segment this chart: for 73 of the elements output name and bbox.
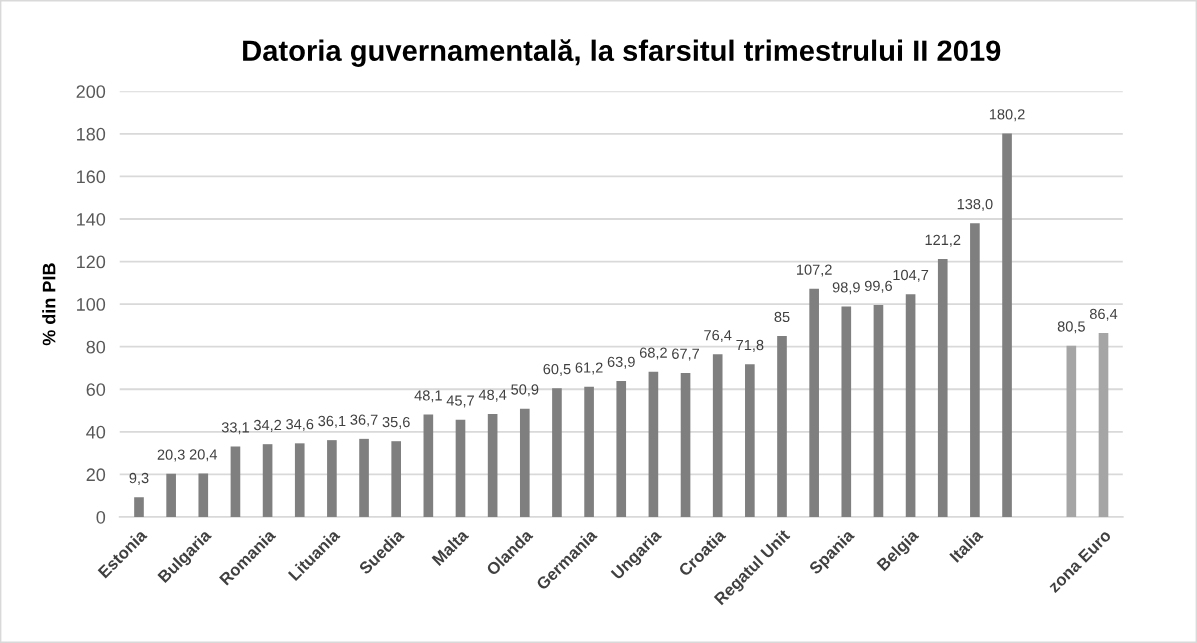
data-label: 107,2 [797,264,832,277]
data-label: 48,1 [414,390,442,403]
bar [327,440,337,517]
data-label: 121,2 [925,234,961,247]
data-label: 50,9 [511,384,539,397]
bar [455,419,466,517]
data-label: 61,2 [575,362,603,375]
y-tick-label: 20 [86,468,106,482]
bar [745,364,755,517]
data-label: 104,7 [893,269,929,282]
chart-title: Datoria guvernamentală, la sfarsitul trimestrului II 2019 [243,39,1001,67]
y-tick-label: 60 [86,383,106,396]
bar [134,497,144,517]
bar [1002,133,1012,517]
y-tick-label: 100 [77,298,106,311]
y-tick-label: 140 [77,212,106,226]
data-label: 34,2 [253,419,282,432]
y-tick-label: 200 [76,85,106,99]
y-tick-label: 40 [86,425,106,439]
data-label: 180,2 [989,109,1025,122]
bar [584,386,594,517]
bar [262,444,273,517]
data-label: 86,4 [1089,308,1118,321]
data-label: 45,7 [446,395,474,408]
bar [166,473,176,517]
data-label: 20,3 [157,449,185,462]
data-label: 80,5 [1057,321,1085,334]
y-axis-title: % din PIB [42,263,56,346]
bar [359,438,369,517]
y-tick-label: 180 [77,127,106,141]
y-tick-label: 120 [77,255,106,269]
bar [937,259,948,517]
bar [809,288,819,517]
bar [519,408,530,517]
bar [648,371,659,517]
data-label: 48,4 [478,389,507,402]
data-label: 9,3 [129,472,149,485]
data-label: 36,7 [350,414,378,427]
bar [230,446,241,517]
data-label: 85 [774,311,790,323]
bar [198,473,209,517]
data-label: 99,6 [864,280,892,293]
bar [1066,345,1077,517]
data-label: 36,1 [318,415,346,428]
data-label: 138,0 [957,198,993,211]
y-tick-label: 0 [96,510,106,524]
y-tick-label: 80 [86,340,106,354]
bar [487,413,498,517]
data-label: 68,2 [639,347,667,360]
data-label: 67,7 [672,348,699,361]
bar [616,380,627,517]
bar [712,354,723,517]
bar [970,223,980,517]
bar [552,388,562,517]
data-label: 33,1 [221,422,249,435]
data-label: 34,6 [286,419,314,432]
bar [841,306,852,517]
data-label: 98,9 [832,282,860,295]
data-label: 20,4 [189,449,218,462]
data-label: 63,9 [607,356,635,369]
y-tick-label: 160 [77,170,106,184]
bar [680,372,691,517]
bar [423,414,434,517]
bar [905,294,916,517]
bar [294,443,305,517]
data-label: 71,8 [736,339,764,352]
data-label: 60,5 [543,363,571,376]
bar [391,441,402,517]
bar [873,304,884,517]
data-label: 76,4 [704,330,732,343]
data-label: 35,6 [382,416,410,429]
bar [777,336,787,517]
bar [1098,333,1109,517]
